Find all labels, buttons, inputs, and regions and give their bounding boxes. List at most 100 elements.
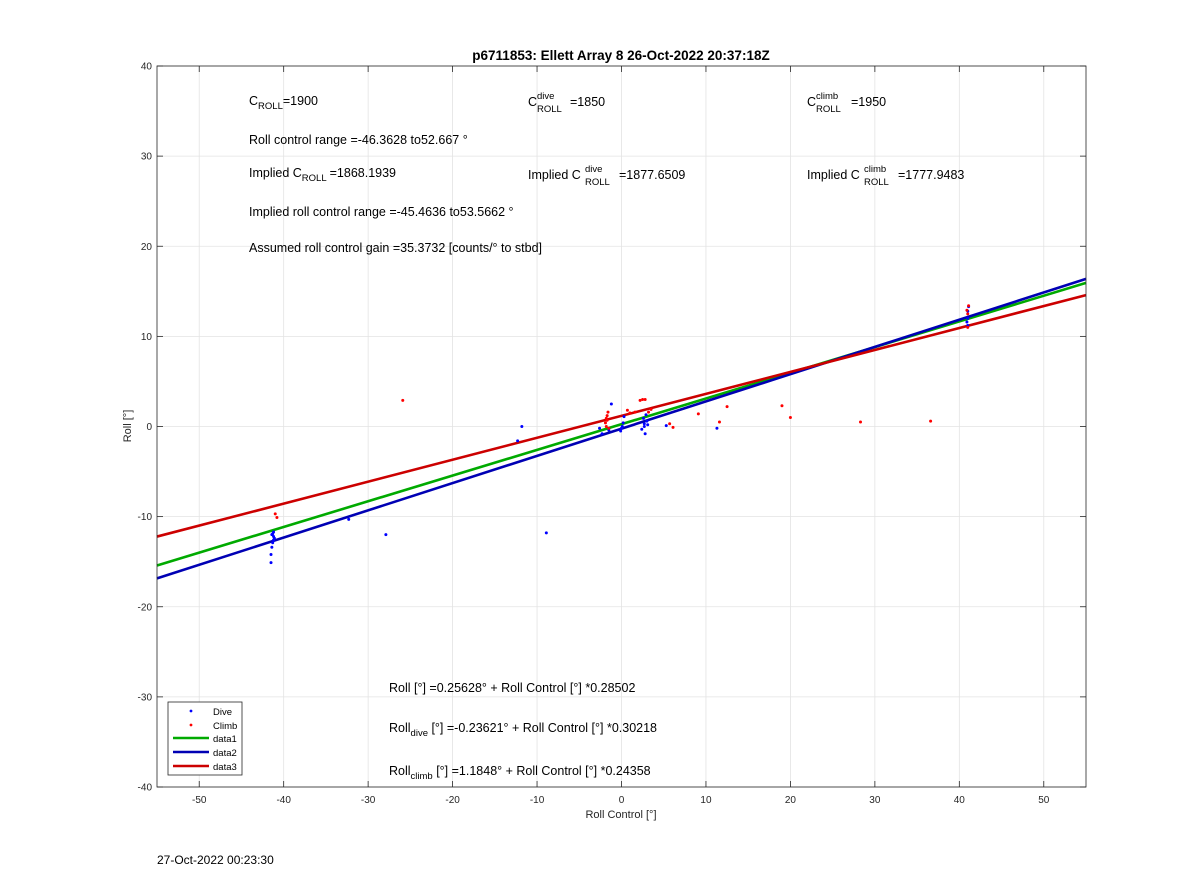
x-tick-label: -20 [445,795,460,806]
x-axis-label: Roll Control [°] [585,809,656,821]
legend-marker-climb [189,723,193,727]
point-dive [516,439,520,443]
point-dive [966,316,970,320]
point-climb [668,422,672,426]
point-climb [696,412,700,416]
y-tick-label: 30 [141,152,153,163]
annotation-c-climb-sup: climb [816,91,838,102]
y-tick-label: -30 [138,692,153,703]
point-climb [647,410,651,414]
point-climb [275,516,279,520]
annotation-implied-c-dive-sub: ROLL [585,177,610,188]
annotation-implied-c-roll: Implied CROLL =1868.1939 [249,166,396,184]
point-climb [401,398,405,402]
point-dive [600,432,604,436]
x-tick-label: -50 [192,795,207,806]
fit-line-data3 [156,293,1087,538]
point-climb [273,512,277,516]
data-points [269,304,971,565]
point-climb [641,397,645,401]
y-tick-label: -40 [138,783,153,794]
point-dive [272,536,276,540]
point-climb [967,304,971,308]
legend-label-data2: data2 [213,748,237,759]
annotation-implied-c-dive-sup: dive [585,164,602,175]
equation-climb: Rollclimb [°] =1.1848° + Roll Control [°… [389,764,651,782]
annotation-implied-range: Implied roll control range =-45.4636 to5… [249,205,514,219]
annotation-range: Roll control range =-46.3628 to52.667 ° [249,133,468,147]
point-climb [780,404,784,408]
footer-timestamp: 27-Oct-2022 00:23:30 [157,853,274,867]
point-climb [603,421,607,425]
point-dive [644,413,648,417]
point-dive [621,421,625,425]
point-climb [859,420,863,424]
annotation-c-dive: C [528,95,537,109]
equation-dive: Rolldive [°] =-0.23621° + Roll Control [… [389,721,657,739]
annotation-c-dive-sub: ROLL [537,104,562,115]
point-dive [609,402,613,406]
legend-label-data1: data1 [213,734,237,745]
point-climb [966,312,970,316]
y-tick-label: -20 [138,602,153,613]
point-dive [271,541,275,545]
annotation-implied-c-climb-sup: climb [864,164,886,175]
point-dive [715,426,719,430]
point-dive [664,424,668,428]
point-climb [625,408,629,412]
point-climb [638,398,642,402]
y-tick-label: 20 [141,242,153,253]
point-climb [966,325,970,329]
x-tick-label: 10 [700,795,712,806]
point-climb [788,415,792,419]
annotation-implied-c-dive: Implied C [528,168,581,182]
point-dive [619,429,623,433]
x-tick-label: -10 [530,795,545,806]
point-dive [384,533,388,537]
point-dive [544,531,548,535]
point-dive [270,533,274,537]
point-climb [633,410,637,414]
point-climb [604,425,608,428]
ticks: -50 -40 -30 -20 -10 0 10 20 30 40 50 -40 -30 -20 -10 0 1… [138,62,1086,806]
point-climb [605,414,609,418]
point-dive [270,545,274,549]
y-tick-label: 10 [141,332,153,343]
point-climb [607,426,611,430]
point-dive [642,422,646,426]
annotation-c-climb-sub: ROLL [816,104,841,115]
y-tick-label: 0 [146,422,152,433]
point-dive [347,517,351,521]
point-climb [605,418,609,422]
annotation-c-climb: C [807,95,816,109]
annotation-c-dive-sup: dive [537,91,554,102]
point-dive [643,432,647,436]
point-dive [620,425,624,428]
equation-all: Roll [°] =0.25628° + Roll Control [°] *0… [389,681,635,695]
legend-label-data3: data3 [213,762,237,773]
annotation-implied-c-climb-value: =1777.9483 [898,168,964,182]
point-dive [646,423,650,427]
point-dive [520,425,524,428]
annotation-gain: Assumed roll control gain =35.3732 [coun… [249,241,542,255]
point-dive [645,419,649,423]
legend-label-dive: Dive [213,707,232,718]
point-climb [965,308,969,312]
annotation-c-climb-value: =1950 [851,95,886,109]
point-dive [622,415,626,419]
x-tick-label: -40 [276,795,291,806]
point-climb [628,411,632,415]
x-tick-label: 30 [869,795,881,806]
legend-marker-dive [189,709,193,713]
annotation-implied-c-climb: Implied C [807,168,860,182]
point-dive [642,425,646,428]
point-climb [717,420,721,424]
y-axis-label: Roll [°] [122,410,134,443]
point-dive [272,530,276,534]
x-tick-label: 20 [785,795,797,806]
legend-label-climb: Climb [213,721,237,732]
x-tick-label: 50 [1038,795,1050,806]
x-tick-label: 40 [954,795,966,806]
annotation-c-dive-value: =1850 [570,95,605,109]
